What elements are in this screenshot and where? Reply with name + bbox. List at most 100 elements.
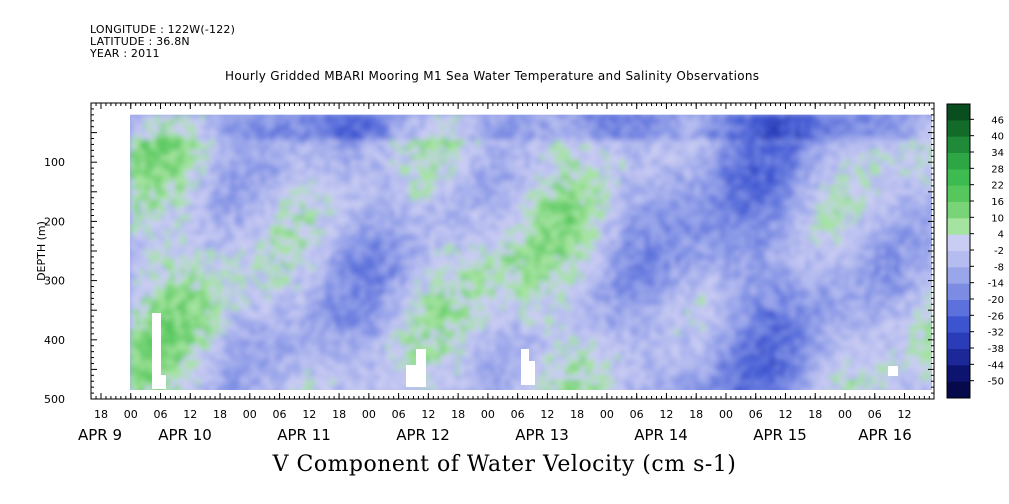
heatmap-cell — [270, 124, 276, 131]
heatmap-cell — [495, 174, 501, 181]
heatmap-cell — [165, 309, 171, 316]
heatmap-cell — [210, 244, 216, 251]
heatmap-cell — [205, 229, 211, 236]
heatmap-cell — [135, 154, 141, 161]
heatmap-cell — [480, 174, 486, 181]
heatmap-cell — [515, 179, 521, 186]
heatmap-cell — [500, 244, 506, 251]
heatmap-cell — [430, 214, 436, 221]
heatmap-cell — [405, 279, 411, 286]
heatmap-cell — [555, 234, 561, 241]
heatmap-cell — [170, 264, 176, 271]
heatmap-cell — [475, 199, 481, 206]
heatmap-cell — [155, 289, 161, 296]
heatmap-cell — [570, 294, 576, 301]
heatmap-cell — [550, 149, 556, 156]
heatmap-cell — [560, 369, 566, 376]
heatmap-cell — [300, 129, 306, 136]
heatmap-cell — [140, 229, 146, 236]
heatmap-cell — [320, 114, 326, 121]
heatmap-cell — [380, 254, 386, 261]
heatmap-cell — [330, 214, 336, 221]
heatmap-cell — [375, 269, 381, 276]
heatmap-cell — [345, 119, 351, 126]
heatmap-cell — [195, 139, 201, 146]
heatmap-cell — [480, 214, 486, 221]
heatmap-cell — [305, 379, 311, 386]
heatmap-cell — [540, 209, 546, 216]
heatmap-cell — [190, 179, 196, 186]
heatmap-cell — [160, 224, 166, 231]
heatmap-cell — [560, 134, 566, 141]
heatmap-cell — [385, 249, 391, 256]
heatmap-cell — [215, 239, 221, 246]
heatmap-cell — [510, 239, 516, 246]
heatmap-cell — [350, 354, 356, 361]
heatmap-cell — [230, 194, 236, 201]
heatmap-cell — [255, 374, 261, 381]
heatmap-cell — [430, 274, 436, 281]
heatmap-cell — [225, 379, 231, 386]
heatmap-cell — [145, 349, 151, 356]
heatmap-cell — [175, 209, 181, 216]
heatmap-cell — [555, 114, 561, 121]
heatmap-cell — [505, 334, 511, 341]
heatmap-cell — [215, 364, 221, 371]
heatmap-cell — [220, 369, 226, 376]
heatmap-cell — [285, 334, 291, 341]
heatmap-cell — [230, 184, 236, 191]
heatmap-cell — [380, 304, 386, 311]
heatmap-cell — [435, 314, 441, 321]
heatmap-cell — [430, 354, 436, 361]
heatmap-cell — [145, 274, 151, 281]
heatmap-cell — [565, 199, 571, 206]
heatmap-cell — [385, 224, 391, 231]
heatmap-cell — [245, 354, 251, 361]
heatmap-cell — [295, 119, 301, 126]
heatmap-cell — [340, 344, 346, 351]
heatmap-cell — [135, 284, 141, 291]
heatmap-cell — [410, 119, 416, 126]
heatmap-cell — [360, 144, 366, 151]
heatmap-cell — [500, 199, 506, 206]
heatmap-cell — [235, 199, 241, 206]
heatmap-cell — [450, 119, 456, 126]
heatmap-cell — [480, 369, 486, 376]
heatmap-cell — [295, 154, 301, 161]
heatmap-cell — [540, 134, 546, 141]
heatmap-cell — [550, 279, 556, 286]
heatmap-cell — [200, 164, 206, 171]
heatmap-cell — [535, 199, 541, 206]
heatmap-cell — [205, 114, 211, 121]
heatmap-cell — [490, 134, 496, 141]
heatmap-cell — [355, 129, 361, 136]
heatmap-cell — [315, 369, 321, 376]
heatmap-cell — [460, 339, 466, 346]
heatmap-cell — [200, 304, 206, 311]
heatmap-cell — [355, 194, 361, 201]
heatmap-cell — [540, 274, 546, 281]
heatmap-cell — [445, 184, 451, 191]
heatmap-cell — [285, 309, 291, 316]
heatmap-cell — [430, 184, 436, 191]
heatmap-cell — [540, 144, 546, 151]
heatmap-cell — [325, 284, 331, 291]
heatmap-cell — [545, 309, 551, 316]
heatmap-cell — [175, 244, 181, 251]
heatmap-cell — [335, 169, 341, 176]
heatmap-cell — [220, 184, 226, 191]
heatmap-cell — [300, 179, 306, 186]
heatmap-cell — [275, 314, 281, 321]
heatmap-cell — [425, 274, 431, 281]
heatmap-cell — [295, 384, 301, 390]
heatmap-cell — [330, 379, 336, 386]
heatmap-cell — [305, 324, 311, 331]
heatmap-cell — [355, 134, 361, 141]
heatmap-cell — [140, 144, 146, 151]
heatmap-cell — [535, 364, 541, 371]
heatmap-cell — [235, 369, 241, 376]
heatmap-cell — [380, 199, 386, 206]
heatmap-cell — [480, 279, 486, 286]
heatmap-cell — [270, 229, 276, 236]
heatmap-cell — [165, 219, 171, 226]
